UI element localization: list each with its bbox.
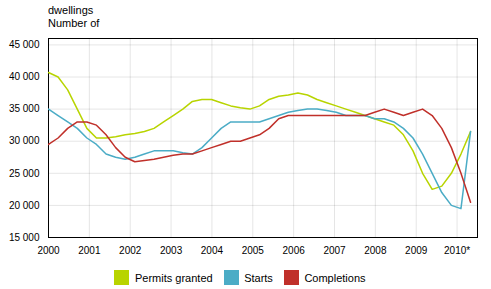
svg-text:45 000: 45 000 — [9, 39, 40, 50]
svg-text:30 000: 30 000 — [9, 135, 40, 146]
svg-text:40 000: 40 000 — [9, 71, 40, 82]
svg-text:20 000: 20 000 — [9, 200, 40, 211]
svg-text:2000: 2000 — [37, 245, 60, 256]
svg-text:2005: 2005 — [242, 245, 265, 256]
svg-text:2001: 2001 — [78, 245, 101, 256]
svg-text:25 000: 25 000 — [9, 168, 40, 179]
html-text:Starts: Starts — [244, 271, 273, 284]
svg-text:2009: 2009 — [405, 245, 428, 256]
html-text:Permits granted: Permits granted — [135, 271, 213, 284]
svg-text:35 000: 35 000 — [9, 103, 40, 114]
svg-text:2003: 2003 — [160, 245, 183, 256]
html-text:dwellings: dwellings — [48, 4, 94, 16]
svg-text:2006: 2006 — [283, 245, 306, 256]
svg-text:2008: 2008 — [364, 245, 387, 256]
svg-text:2007: 2007 — [323, 245, 346, 256]
svg-text:2004: 2004 — [201, 245, 224, 256]
html-text:Completions: Completions — [304, 271, 366, 284]
html-text:Number of: Number of — [48, 17, 100, 29]
svg-text:2002: 2002 — [119, 245, 142, 256]
svg-text:15 000: 15 000 — [9, 232, 40, 243]
svg-text:2010*: 2010* — [444, 245, 470, 256]
